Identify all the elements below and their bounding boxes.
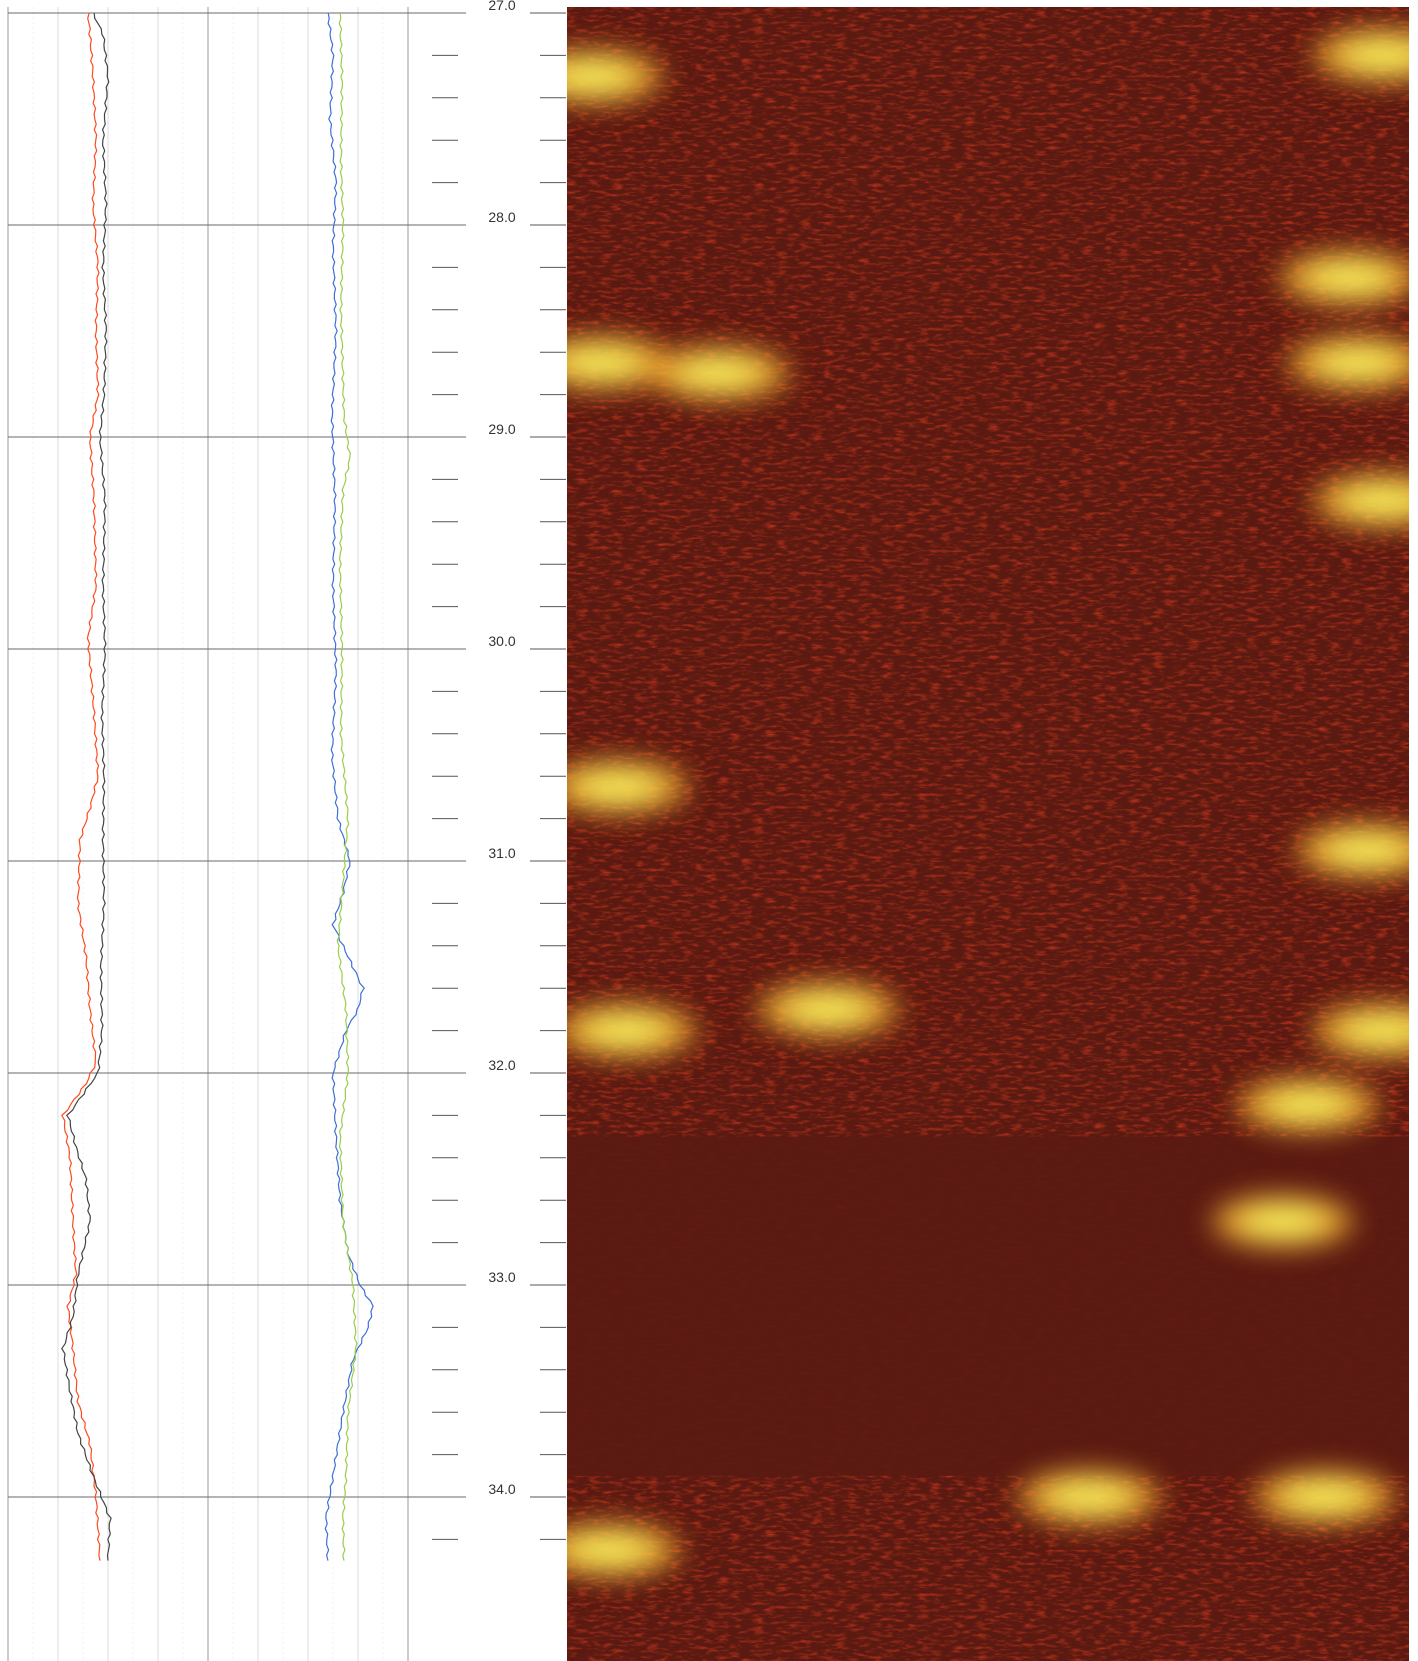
image-bright-core (1316, 348, 1401, 377)
depth-label: 34.0 (488, 1481, 515, 1497)
depth-label: 27.0 (488, 0, 515, 13)
image-bright-core (1308, 264, 1393, 292)
image-bright-core (567, 348, 643, 377)
depth-label: 33.0 (488, 1269, 515, 1285)
image-bright-core (567, 62, 635, 91)
image-dark-band (567, 1136, 1409, 1476)
log-curve (61, 12, 101, 1561)
log-curve (336, 12, 358, 1561)
grid (7, 7, 466, 1661)
log-curve (61, 12, 112, 1561)
image-bright-core (1047, 1483, 1132, 1511)
image-bright-core (1240, 1207, 1325, 1236)
depth-label: 30.0 (488, 633, 515, 649)
bright-zones (567, 29, 1409, 1576)
image-bright-core (575, 772, 660, 801)
depth-label: 32.0 (488, 1057, 515, 1073)
depth-label: 31.0 (488, 845, 515, 861)
image-bright-core (567, 1536, 652, 1564)
depth-label: 28.0 (488, 209, 515, 225)
depth-label: 29.0 (488, 421, 515, 437)
image-bright-core (1265, 1090, 1350, 1119)
log-curve (324, 12, 374, 1561)
image-log (567, 7, 1409, 1661)
image-bright-core (1341, 41, 1409, 70)
image-bright-core (1341, 486, 1409, 515)
image-bright-core (786, 995, 871, 1024)
dark-bands (567, 1136, 1409, 1476)
image-bright-core (1282, 1483, 1367, 1511)
image-bright-core (583, 1016, 668, 1045)
log-curves (61, 12, 374, 1561)
depth-track: 27.0 28.0 29.0 30.0 31.0 32.0 33.0 34.0 (432, 0, 566, 1540)
image-bright-core (1341, 1016, 1409, 1045)
image-bright-core (1324, 836, 1409, 865)
image-bright-core (676, 359, 761, 388)
